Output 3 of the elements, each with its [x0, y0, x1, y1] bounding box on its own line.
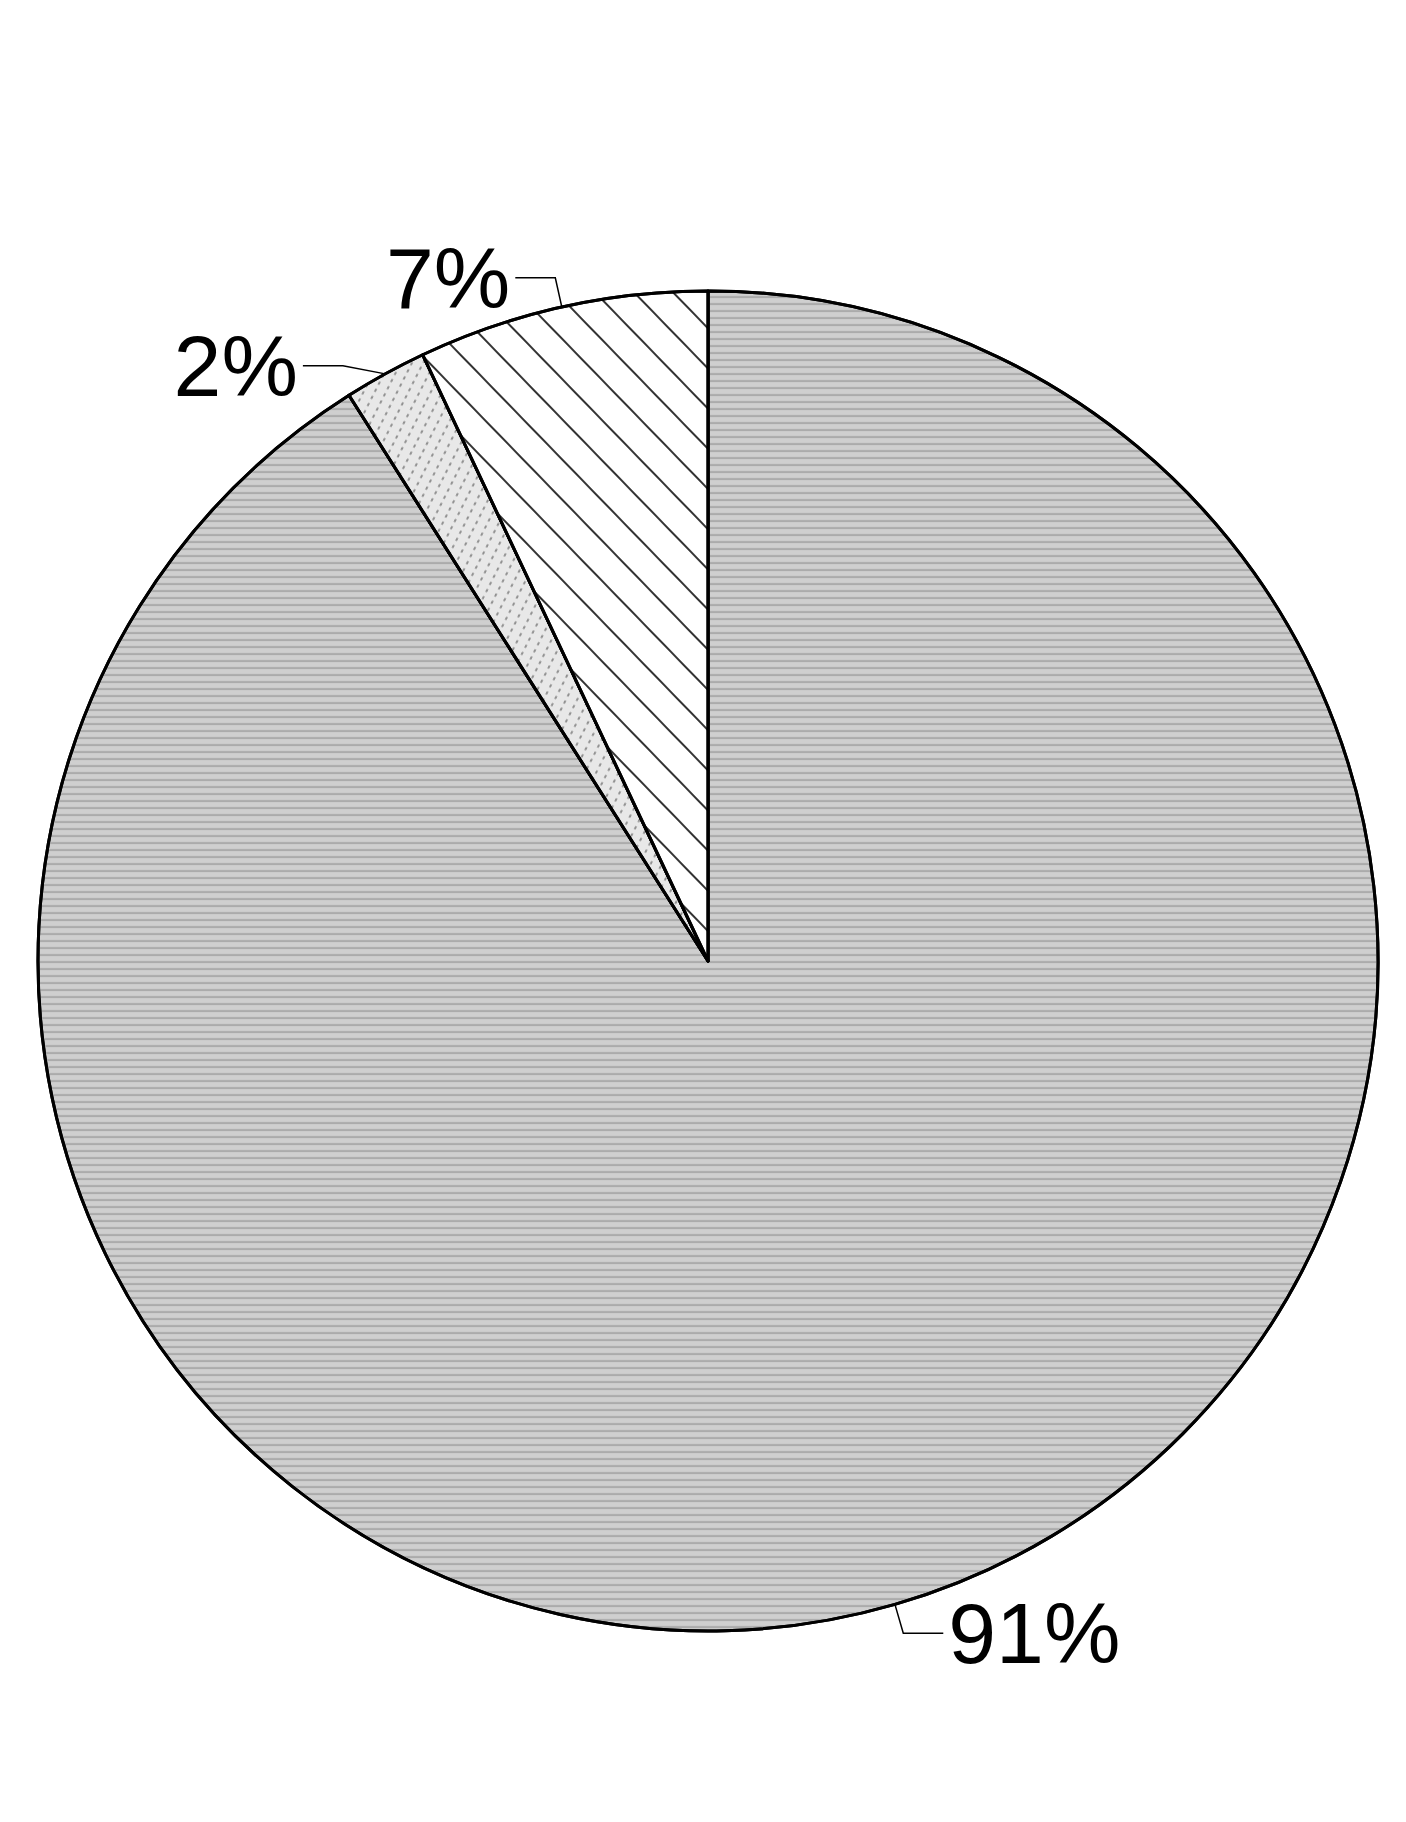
data-label: 7% [386, 229, 511, 326]
data-label: 91% [948, 1585, 1121, 1682]
data-label: 2% [173, 317, 298, 414]
